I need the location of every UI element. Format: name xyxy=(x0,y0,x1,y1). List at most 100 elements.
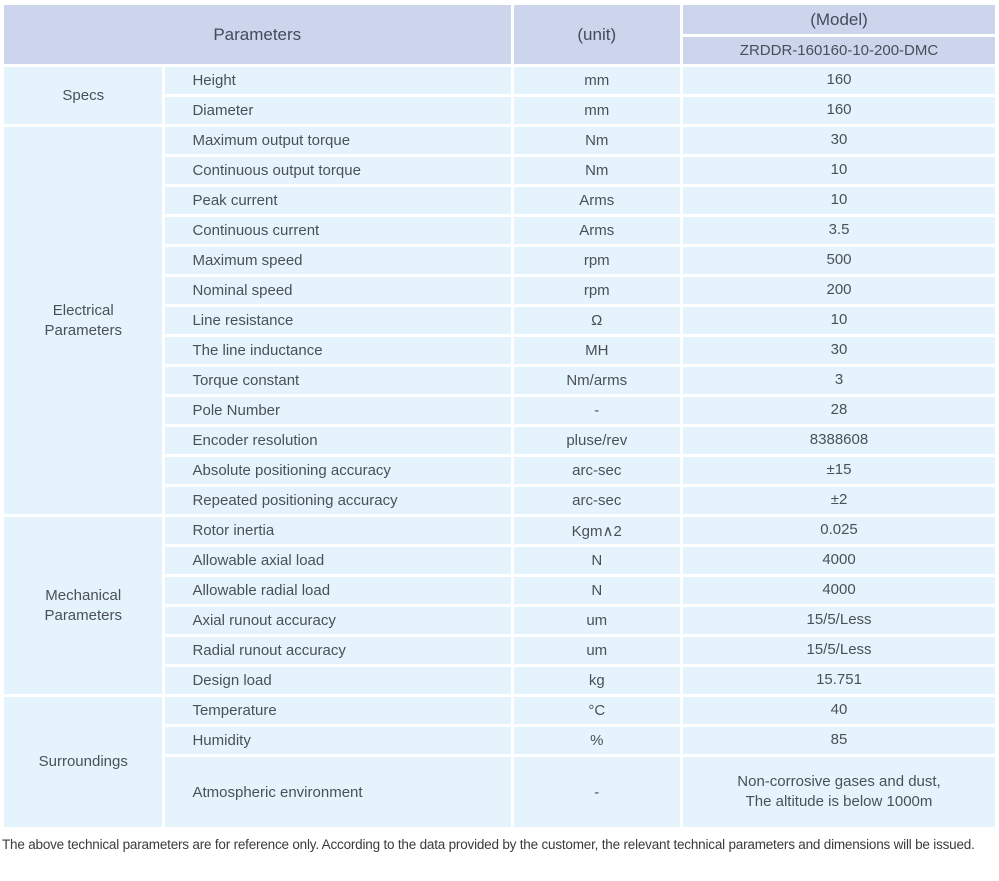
unit-cell: mm xyxy=(513,67,681,94)
table-row: Electrical Parameters Maximum output torq… xyxy=(4,127,995,514)
value-cell: 30 xyxy=(683,127,995,154)
param-name-cell: Atmospheric environment xyxy=(165,757,511,827)
value-cell: 160 xyxy=(683,97,995,124)
param-name-cell: Allowable radial load xyxy=(165,577,511,604)
param-name-cell: Design load xyxy=(165,667,511,694)
parameters-header: Parameters xyxy=(4,5,511,64)
unit-cell: °C xyxy=(513,697,681,724)
spec-table-body: Specs Height mm 160 Diameter mm 160 Electrical … xyxy=(4,67,995,827)
header-model-row: ZRDDR-160160-10-200-DMC xyxy=(4,37,995,64)
param-name-cell: Temperature xyxy=(165,697,511,724)
unit-cell: % xyxy=(513,727,681,754)
table-row: Mechanical Parameters Rotor inertia Kgm∧2 0… xyxy=(4,517,995,694)
table-row: Axial runout accuracy um 15/5/Less xyxy=(4,607,995,634)
value-cell: 500 xyxy=(683,247,995,274)
value-cell: 10 xyxy=(683,307,995,334)
value-cell: 10 xyxy=(683,157,995,184)
param-name-cell: Nominal speed xyxy=(165,277,511,304)
value-cell: 8388608 xyxy=(683,427,995,454)
unit-header: (unit) xyxy=(513,5,681,64)
unit-cell: um xyxy=(513,607,681,634)
param-name-cell: Pole Number xyxy=(165,397,511,424)
unit-cell: kg xyxy=(513,667,681,694)
table-row: Atmospheric environment - Non-corrosive ga… xyxy=(4,757,995,827)
value-cell: 15.751 xyxy=(683,667,995,694)
table-row: Peak current Arms 10 xyxy=(4,187,995,214)
unit-cell: Nm xyxy=(513,127,681,154)
table-row: Repeated positioning accuracy arc-sec ±2 xyxy=(4,487,995,514)
table-row: Line resistance Ω 10 xyxy=(4,307,995,334)
unit-cell: um xyxy=(513,637,681,664)
value-cell: 160 xyxy=(683,67,995,94)
value-cell: 3.5 xyxy=(683,217,995,244)
table-row: Torque constant Nm/arms 3 xyxy=(4,367,995,394)
table-row: Design load kg 15.751 xyxy=(4,667,995,694)
table-row: Absolute positioning accuracy arc-sec ±15 xyxy=(4,457,995,484)
param-name-cell: Allowable axial load xyxy=(165,547,511,574)
table-row: Continuous output torque Nm 10 xyxy=(4,157,995,184)
unit-cell: arc-sec xyxy=(513,487,681,514)
param-name-cell: Encoder resolution xyxy=(165,427,511,454)
unit-cell: Nm xyxy=(513,157,681,184)
group-cell: Mechanical Parameters xyxy=(4,517,163,694)
group-cell: Electrical Parameters xyxy=(4,127,163,514)
unit-cell: rpm xyxy=(513,247,681,274)
value-cell: 40 xyxy=(683,697,995,724)
unit-cell: MH xyxy=(513,337,681,364)
value-cell: 85 xyxy=(683,727,995,754)
table-row: Pole Number -28 xyxy=(4,397,995,424)
spec-table: Parameters (unit) (Model) ZRDDR-160160-1… xyxy=(1,2,998,830)
value-cell: 4000 xyxy=(683,577,995,604)
model-header: (Model) xyxy=(683,5,995,34)
table-row: The line inductance MH 30 xyxy=(4,337,995,364)
value-cell: 30 xyxy=(683,337,995,364)
value-cell: 200 xyxy=(683,277,995,304)
header-row: Parameters (unit) (Model) xyxy=(4,5,995,64)
value-cell: ±15 xyxy=(683,457,995,484)
param-name-cell: Torque constant xyxy=(165,367,511,394)
unit-cell: pluse/rev xyxy=(513,427,681,454)
table-row: Allowable radial load N 4000 xyxy=(4,577,995,604)
unit-cell: arc-sec xyxy=(513,457,681,484)
unit-cell: Kgm∧2 xyxy=(513,517,681,544)
param-name-cell: Diameter xyxy=(165,97,511,124)
param-name-cell: Absolute positioning accuracy xyxy=(165,457,511,484)
param-name-cell: Radial runout accuracy xyxy=(165,637,511,664)
model-number-cell: ZRDDR-160160-10-200-DMC xyxy=(683,37,995,64)
unit-cell: Ω xyxy=(513,307,681,334)
value-cell: 15/5/Less xyxy=(683,637,995,664)
group-cell: Surroundings xyxy=(4,697,163,827)
value-cell: 28 xyxy=(683,397,995,424)
spec-sheet: Parameters (unit) (Model) ZRDDR-160160-1… xyxy=(1,2,998,852)
param-name-cell: Continuous output torque xyxy=(165,157,511,184)
param-name-cell: Rotor inertia xyxy=(165,517,511,544)
unit-cell: mm xyxy=(513,97,681,124)
param-name-cell: Peak current xyxy=(165,187,511,214)
value-cell: 0.025 xyxy=(683,517,995,544)
value-cell: ±2 xyxy=(683,487,995,514)
param-name-cell: Height xyxy=(165,67,511,94)
table-row: Nominal speed rpm 200 xyxy=(4,277,995,304)
unit-cell: rpm xyxy=(513,277,681,304)
value-cell: 10 xyxy=(683,187,995,214)
param-name-cell: Maximum output torque xyxy=(165,127,511,154)
table-row: Continuous current Arms 3.5 xyxy=(4,217,995,244)
table-row: Radial runout accuracy um 15/5/Less xyxy=(4,637,995,664)
param-name-cell: Repeated positioning accuracy xyxy=(165,487,511,514)
table-row: Surroundings Temperature °C 40 xyxy=(4,697,995,827)
param-name-cell: Continuous current xyxy=(165,217,511,244)
unit-cell: - xyxy=(513,397,681,424)
param-name-cell: Line resistance xyxy=(165,307,511,334)
unit-cell: - xyxy=(513,757,681,827)
table-row: Diameter mm 160 xyxy=(4,97,995,124)
param-name-cell: The line inductance xyxy=(165,337,511,364)
value-cell: 15/5/Less xyxy=(683,607,995,634)
table-row: Encoder resolution pluse/rev 8388608 xyxy=(4,427,995,454)
group-cell: Specs xyxy=(4,67,163,124)
table-row: Maximum speed rpm 500 xyxy=(4,247,995,274)
param-name-cell: Maximum speed xyxy=(165,247,511,274)
table-row: Specs Height mm 160 xyxy=(4,67,995,124)
param-name-cell: Humidity xyxy=(165,727,511,754)
unit-cell: Nm/arms xyxy=(513,367,681,394)
unit-cell: Arms xyxy=(513,187,681,214)
